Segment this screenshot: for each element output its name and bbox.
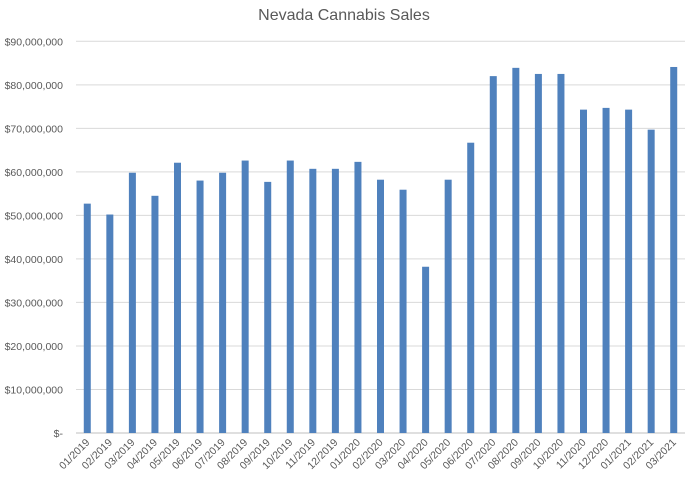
y-tick-label: $10,000,000	[5, 384, 64, 396]
y-tick-label: $-	[54, 428, 64, 440]
bar-01-2019	[83, 203, 91, 433]
bar-11-2019	[309, 168, 317, 433]
y-tick-label: $90,000,000	[5, 36, 64, 48]
bar-11-2020	[580, 109, 587, 434]
bar-12-2020	[602, 107, 610, 433]
bar-01-2020	[354, 161, 362, 433]
bar-02-2021	[647, 129, 655, 433]
bar-03-2021	[670, 66, 678, 433]
bar-04-2019	[151, 195, 159, 433]
y-tick-label: $50,000,000	[5, 210, 64, 222]
bar-06-2020	[467, 142, 475, 433]
bar-12-2019	[331, 168, 339, 433]
chart-title: Nevada Cannabis Sales	[258, 7, 430, 24]
y-tick-label: $80,000,000	[5, 80, 64, 92]
bar-06-2019	[196, 180, 204, 433]
bar-03-2020	[399, 189, 407, 433]
bar-08-2019	[241, 160, 249, 433]
bar-02-2019	[106, 214, 114, 433]
bar-02-2020	[377, 179, 384, 433]
bar-03-2019	[128, 172, 136, 433]
y-tick-label: $30,000,000	[5, 297, 64, 309]
bar-07-2020	[489, 76, 497, 434]
bar-10-2019	[286, 160, 294, 433]
y-tick-label: $40,000,000	[5, 254, 64, 266]
bar-04-2020	[422, 266, 430, 433]
bar-09-2019	[264, 181, 272, 433]
bar-05-2019	[174, 162, 181, 434]
bar-08-2020	[512, 67, 520, 433]
bar-01-2021	[625, 109, 633, 434]
bar-10-2020	[557, 73, 565, 434]
y-tick-label: $70,000,000	[5, 123, 64, 135]
bar-05-2020	[444, 179, 452, 433]
bar-07-2019	[219, 172, 227, 433]
y-tick-label: $60,000,000	[5, 167, 64, 179]
bar-09-2020	[534, 73, 542, 434]
y-tick-label: $20,000,000	[5, 341, 64, 353]
